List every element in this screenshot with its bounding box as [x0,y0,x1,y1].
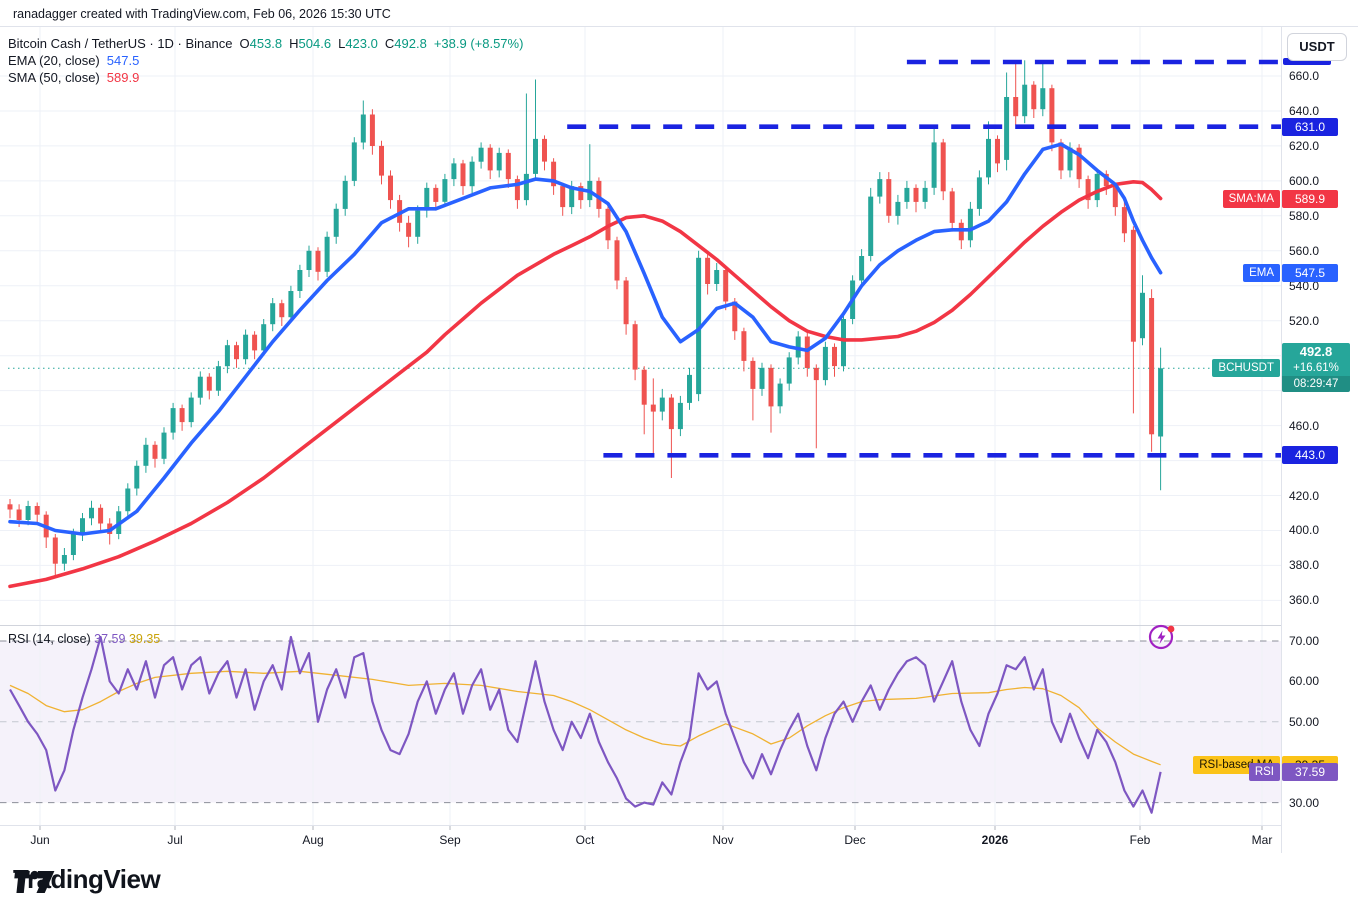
tradingview-wordmark: TradingView [13,864,161,894]
price-tick: 400.0 [1289,523,1320,538]
price-chart-pane[interactable]: Bitcoin Cash / TetherUS · 1D · Binance O… [0,26,1281,650]
time-axis[interactable]: Jun Jul Aug Sep Oct Nov Dec 2026 Feb Mar [0,825,1281,854]
time-axis-label: Dec [844,833,866,847]
support-price-label: 443.0 [1282,446,1338,465]
rsi-legend[interactable]: RSI (14, close) 37.59 39.35 [8,632,160,646]
ema-label: EMA (20, close) [8,53,100,68]
time-axis-label: Nov [712,833,734,847]
rsi-tick: 50.00 [1289,714,1320,729]
upper-range-price-label [1283,58,1331,65]
rsi-tick: 30.00 [1289,795,1320,810]
time-axis-label: Jul [167,833,183,847]
price-tick: 460.0 [1289,418,1320,433]
price-tick: 620.0 [1289,138,1320,153]
price-tick: 540.0 [1289,278,1320,293]
price-tick: 600.0 [1289,173,1320,188]
price-tick: 580.0 [1289,208,1320,223]
rsi-title: RSI [8,632,29,646]
boost-button[interactable] [1147,622,1177,652]
chart-legend: Bitcoin Cash / TetherUS · 1D · Binance O… [8,35,523,86]
sma-label: SMA (50, close) [8,70,100,85]
price-tick: 360.0 [1289,593,1320,608]
bar-countdown: 08:29:47 [1282,376,1350,393]
ohlc-low: 423.0 [345,36,378,51]
rsi-value: 37.59 [94,632,126,646]
time-axis-label: Mar [1251,833,1273,847]
price-scale[interactable]: USDT 660.0 640.0 620.0 600.0 580.0 560.0 540.0… [1281,26,1358,854]
symbol-price-tag: BCHUSDT [1212,359,1280,378]
ema-value: 547.5 [106,53,140,68]
ohlc-change: +38.9 (+8.57%) [433,36,524,51]
attribution-text: ranadagger created with TradingView.com,… [13,7,391,21]
resistance-price-label: 631.0 [1282,117,1338,136]
last-price-label: 492.8 +16.61% 08:29:47 [1282,343,1350,393]
time-axis-label: Jun [30,833,50,847]
tradingview-logo-icon [14,870,55,894]
last-price-value: 492.8 [1299,344,1333,360]
time-axis-label: 2026 [981,833,1009,847]
legend-symbol-row[interactable]: Bitcoin Cash / TetherUS · 1D · Binance O… [8,36,524,51]
rsi-pane[interactable]: RSI (14, close) 37.59 39.35 RSI-based MA… [0,625,1281,826]
tradingview-logo[interactable]: TradingView [13,864,161,895]
rsi-tick: 70.00 [1289,634,1320,648]
sma-value: 589.9 [106,70,140,85]
sma-price-label: 589.9 [1282,189,1338,208]
price-chart-canvas[interactable] [0,27,1281,626]
ema-price-label: 547.5 [1282,263,1338,282]
rsi-params: (14, close) [32,632,91,646]
boost-circle-icon [1148,624,1174,650]
ema-line-tag: EMA [1243,263,1280,282]
price-tick: 520.0 [1289,313,1320,328]
rsi-ma-value: 39.35 [128,632,161,646]
time-axis-label: Oct [575,833,595,847]
legend-sma-row[interactable]: SMA (50, close) 589.9 [8,69,523,86]
price-tick: 420.0 [1289,488,1320,503]
alert-dot-icon [1167,625,1175,633]
currency-unit-button[interactable]: USDT [1287,33,1347,61]
ohlc-high: 504.6 [298,36,332,51]
ohlc-open: 453.8 [249,36,283,51]
rsi-axis-label: 37.59 [1282,762,1338,781]
symbol-title: Bitcoin Cash / TetherUS · 1D · Binance [8,36,233,51]
ohlc-close: 492.8 [394,36,427,51]
price-tick: 640.0 [1289,103,1320,118]
price-tick: 560.0 [1289,243,1320,258]
lightning-icon [1157,630,1166,644]
legend-ema-row[interactable]: EMA (20, close) 547.5 [8,52,523,69]
time-axis-label: Sep [439,833,461,847]
sma-line-tag: SMA:MA [1222,189,1280,208]
price-tick: 660.0 [1289,69,1320,83]
price-tick: 380.0 [1289,558,1320,573]
last-price-change-pct: +16.61% [1293,362,1339,375]
footer: TradingView [0,853,1358,911]
time-axis-label: Aug [302,833,324,847]
rsi-tick: 60.00 [1289,674,1320,689]
rsi-line-tag: RSI [1248,762,1280,781]
rsi-canvas[interactable] [0,626,1281,826]
time-axis-label: Feb [1129,833,1151,847]
